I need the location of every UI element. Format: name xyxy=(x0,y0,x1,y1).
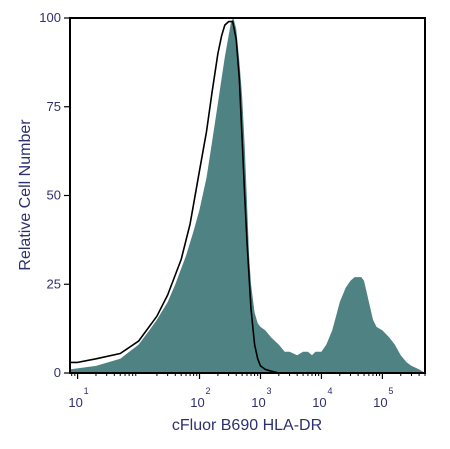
y-axis-title: Relative Cell Number xyxy=(17,119,34,271)
x-tick-exponent: 3 xyxy=(266,386,271,396)
y-tick-label: 100 xyxy=(39,10,61,25)
histogram-outline-series-2 xyxy=(70,20,279,373)
x-tick-exponent: 5 xyxy=(388,386,393,396)
x-tick-exponent: 1 xyxy=(84,386,89,396)
x-tick-label: 10 xyxy=(68,395,82,410)
x-tick-exponent: 4 xyxy=(327,386,332,396)
x-tick-label: 10 xyxy=(251,395,265,410)
y-tick-label: 75 xyxy=(47,99,61,114)
x-tick-exponent: 2 xyxy=(206,386,211,396)
y-tick-label: 0 xyxy=(54,365,61,380)
y-tick-label: 50 xyxy=(47,188,61,203)
x-axis-title: cFluor B690 HLA-DR xyxy=(172,417,322,434)
y-tick-label: 25 xyxy=(47,276,61,291)
histogram-fill-series-1 xyxy=(70,18,425,373)
x-tick-label: 10 xyxy=(373,395,387,410)
x-tick-label: 10 xyxy=(190,395,204,410)
x-tick-label: 10 xyxy=(312,395,326,410)
